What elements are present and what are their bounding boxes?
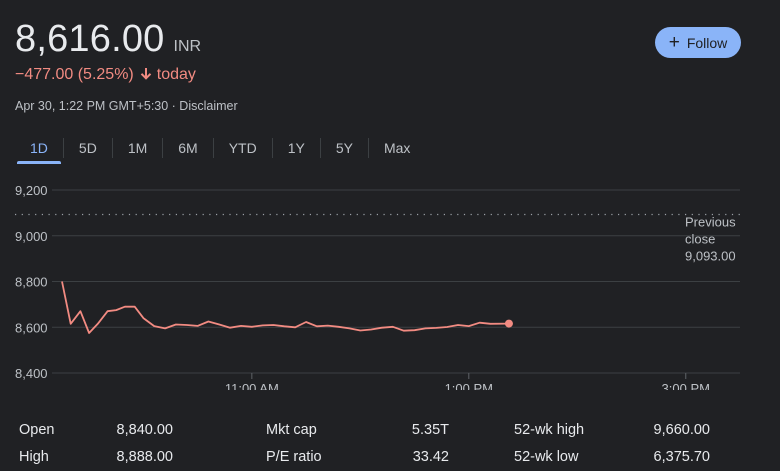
stat-value: 9,660.00 xyxy=(653,422,710,438)
stat-value: 8,888.00 xyxy=(116,449,173,465)
tab-separator xyxy=(319,138,321,158)
follow-label: Follow xyxy=(686,34,728,51)
currency-label: INR xyxy=(173,38,202,55)
arrow-down-icon xyxy=(140,67,152,84)
current-price: 8,616.00 xyxy=(15,18,165,60)
stat-value: 6,375.70 xyxy=(653,449,710,465)
stat-label[interactable]: Open xyxy=(19,422,55,438)
tab-max[interactable]: Max xyxy=(383,140,411,156)
y-tick-label: 8,400 xyxy=(15,366,48,381)
tab-separator xyxy=(367,138,369,158)
range-tabs: 1D 5D 1M 6M YTD 1Y 5Y Max xyxy=(15,134,425,164)
price-chart: 9,200 9,000 8,800 8,600 8,400 Previous close 9,… xyxy=(15,183,740,390)
tab-5y[interactable]: 5Y xyxy=(335,140,353,156)
change-period: today xyxy=(156,66,196,83)
change-value: −477.00 (5.25%) xyxy=(15,66,134,83)
tab-ytd[interactable]: YTD xyxy=(228,140,257,156)
y-tick-label: 9,000 xyxy=(15,229,48,244)
stat-label[interactable]: 52-wk low xyxy=(514,449,579,465)
previous-close-label: Previous xyxy=(685,214,736,229)
latest-price-point xyxy=(504,319,513,328)
price-series-line xyxy=(61,281,509,334)
y-tick-label: 8,600 xyxy=(15,320,48,335)
tab-separator xyxy=(212,138,214,158)
price-row: 8,616.00 INR xyxy=(15,18,201,61)
tab-6m[interactable]: 6M xyxy=(178,140,198,156)
tab-1m[interactable]: 1M xyxy=(127,140,148,156)
tab-separator xyxy=(111,138,113,158)
x-tick-label: 11:00 AM xyxy=(225,381,279,390)
stat-label[interactable]: P/E ratio xyxy=(266,449,322,465)
tab-separator xyxy=(162,138,164,158)
tab-separator xyxy=(271,138,273,158)
stat-label[interactable]: High xyxy=(19,449,49,465)
stats-row: Open 8,840.00 Mkt cap 5.35T 52-wk high 9,660.… xyxy=(19,422,739,444)
plus-icon: + xyxy=(668,32,680,53)
previous-close-label: close xyxy=(685,231,715,246)
stat-value: 33.42 xyxy=(412,449,449,465)
tab-1d[interactable]: 1D xyxy=(15,134,63,164)
y-tick-label: 9,200 xyxy=(15,183,48,198)
stat-value: 8,840.00 xyxy=(116,422,173,438)
stats-row: High 8,888.00 P/E ratio 33.42 52-wk low 6,375… xyxy=(19,449,739,471)
stat-value: 5.35T xyxy=(411,422,449,438)
tab-5d[interactable]: 5D xyxy=(78,140,97,156)
previous-close-value: 9,093.00 xyxy=(685,248,736,263)
timestamp-disclaimer[interactable]: Apr 30, 1:22 PM GMT+5:30 · Disclaimer xyxy=(15,99,238,113)
stat-label[interactable]: Mkt cap xyxy=(266,422,317,438)
stat-label[interactable]: 52-wk high xyxy=(514,422,585,438)
tab-1y[interactable]: 1Y xyxy=(287,140,305,156)
tab-separator xyxy=(62,138,64,158)
x-tick-label: 1:00 PM xyxy=(445,381,493,390)
follow-button[interactable]: + Follow xyxy=(655,27,741,58)
x-tick-label: 3:00 PM xyxy=(662,381,710,390)
y-tick-label: 8,800 xyxy=(15,275,48,290)
price-change: −477.00 (5.25%) today xyxy=(15,66,196,84)
